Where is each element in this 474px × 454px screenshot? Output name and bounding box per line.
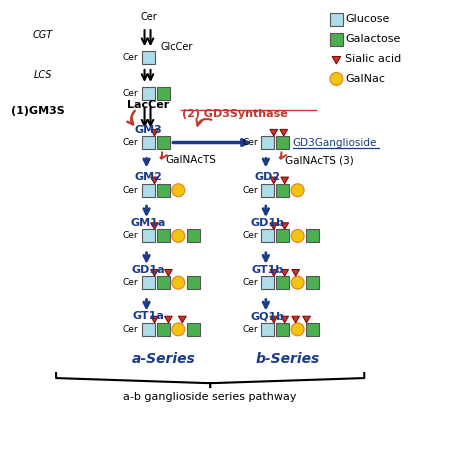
Text: CGT: CGT (33, 30, 53, 40)
Text: GlcCer: GlcCer (161, 42, 193, 52)
FancyBboxPatch shape (261, 276, 274, 289)
Text: Glucose: Glucose (346, 14, 390, 24)
Text: Cer: Cer (242, 138, 258, 147)
Text: Cer: Cer (123, 53, 138, 62)
FancyBboxPatch shape (157, 136, 170, 149)
FancyBboxPatch shape (330, 13, 343, 26)
Text: GD1a: GD1a (132, 265, 165, 275)
Text: GD1b: GD1b (251, 218, 285, 228)
FancyBboxPatch shape (306, 323, 319, 336)
Text: a-b ganglioside series pathway: a-b ganglioside series pathway (123, 392, 297, 402)
Text: Cer: Cer (123, 325, 138, 334)
FancyBboxPatch shape (142, 87, 155, 100)
Text: GT1b: GT1b (252, 265, 284, 275)
Text: Sialic acid: Sialic acid (346, 54, 401, 64)
Text: (1)GM3S: (1)GM3S (11, 106, 65, 116)
Circle shape (172, 184, 185, 197)
FancyBboxPatch shape (142, 276, 155, 289)
Circle shape (291, 276, 304, 289)
FancyBboxPatch shape (330, 33, 343, 45)
Text: GalNAcTS (3): GalNAcTS (3) (285, 155, 354, 165)
Text: Cer: Cer (123, 138, 138, 147)
Circle shape (172, 229, 185, 242)
Text: GD3Ganglioside: GD3Ganglioside (292, 138, 377, 148)
Text: GD2: GD2 (255, 173, 281, 183)
Text: Cer: Cer (140, 12, 157, 22)
FancyBboxPatch shape (157, 323, 170, 336)
Text: GalNAcTS: GalNAcTS (165, 155, 216, 165)
FancyBboxPatch shape (157, 184, 170, 197)
FancyBboxPatch shape (276, 136, 289, 149)
Circle shape (291, 229, 304, 242)
FancyBboxPatch shape (187, 229, 200, 242)
Circle shape (172, 276, 185, 289)
Circle shape (291, 184, 304, 197)
Text: Cer: Cer (123, 278, 138, 287)
Text: GM3: GM3 (135, 124, 163, 134)
Circle shape (330, 73, 343, 85)
FancyBboxPatch shape (142, 323, 155, 336)
FancyBboxPatch shape (261, 323, 274, 336)
Text: Cer: Cer (123, 186, 138, 195)
FancyBboxPatch shape (157, 276, 170, 289)
Circle shape (172, 323, 185, 336)
Text: Cer: Cer (242, 325, 258, 334)
FancyBboxPatch shape (276, 323, 289, 336)
Text: GM2: GM2 (135, 173, 163, 183)
Text: a-Series: a-Series (132, 352, 195, 366)
Text: (2) GD3Synthase: (2) GD3Synthase (182, 109, 288, 118)
FancyBboxPatch shape (276, 276, 289, 289)
FancyBboxPatch shape (261, 184, 274, 197)
Text: Cer: Cer (242, 278, 258, 287)
FancyBboxPatch shape (142, 229, 155, 242)
FancyBboxPatch shape (261, 229, 274, 242)
Text: Cer: Cer (242, 232, 258, 241)
Text: LacCer: LacCer (128, 100, 170, 110)
FancyBboxPatch shape (142, 184, 155, 197)
FancyBboxPatch shape (276, 184, 289, 197)
FancyBboxPatch shape (157, 87, 170, 100)
Text: LCS: LCS (34, 70, 53, 80)
FancyBboxPatch shape (306, 229, 319, 242)
FancyBboxPatch shape (142, 50, 155, 64)
FancyBboxPatch shape (187, 276, 200, 289)
FancyBboxPatch shape (261, 136, 274, 149)
Text: Cer: Cer (242, 186, 258, 195)
FancyBboxPatch shape (306, 276, 319, 289)
FancyBboxPatch shape (157, 229, 170, 242)
Text: b-Series: b-Series (255, 352, 320, 366)
Text: GM1a: GM1a (131, 218, 166, 228)
Text: Cer: Cer (123, 89, 138, 99)
Circle shape (291, 323, 304, 336)
Text: GQ1b: GQ1b (251, 311, 285, 321)
FancyBboxPatch shape (187, 323, 200, 336)
FancyBboxPatch shape (142, 136, 155, 149)
Text: Galactose: Galactose (346, 34, 401, 44)
FancyBboxPatch shape (276, 229, 289, 242)
Text: Cer: Cer (123, 232, 138, 241)
Text: GalNac: GalNac (346, 74, 385, 84)
Text: GT1a: GT1a (133, 311, 164, 321)
